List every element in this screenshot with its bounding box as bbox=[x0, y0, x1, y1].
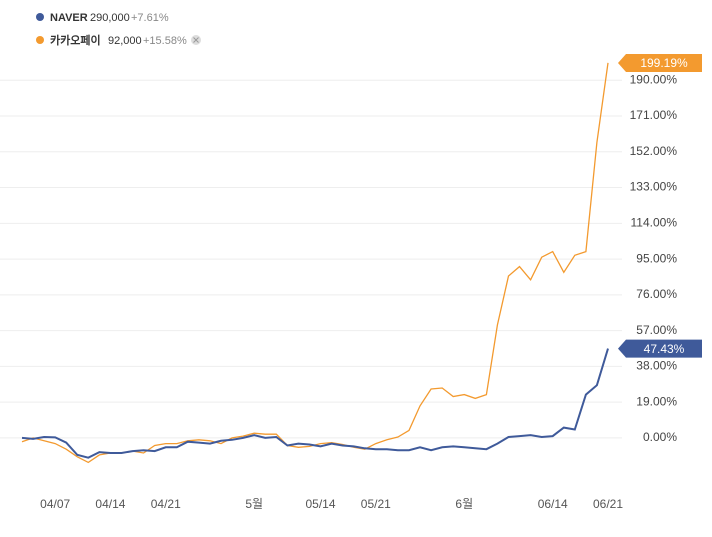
x-tick-label: 6월 bbox=[455, 497, 473, 511]
y-tick-label: 38.00% bbox=[636, 359, 677, 373]
legend-dot bbox=[36, 13, 44, 21]
y-tick-label: 114.00% bbox=[631, 215, 678, 229]
legend-name: 카카오페이 bbox=[50, 33, 101, 47]
legend-price: 92,000 bbox=[108, 35, 142, 47]
badge-bg bbox=[618, 339, 702, 358]
badge-label: 199.19% bbox=[640, 56, 688, 70]
y-tick-label: 95.00% bbox=[636, 251, 677, 265]
legend-price: 290,000 bbox=[90, 12, 130, 24]
x-tick-label: 04/21 bbox=[151, 497, 181, 511]
legend-dot bbox=[36, 36, 44, 44]
end-badge: 47.43% bbox=[618, 339, 702, 358]
y-tick-label: 190.00% bbox=[630, 72, 678, 86]
x-tick-label: 04/07 bbox=[40, 497, 70, 511]
y-tick-label: 76.00% bbox=[636, 287, 677, 301]
badge-bg bbox=[618, 53, 702, 72]
legend-change: +7.61% bbox=[131, 12, 169, 24]
legend-change: +15.58% bbox=[143, 35, 187, 47]
x-tick-label: 06/21 bbox=[593, 497, 623, 511]
y-tick-label: 0.00% bbox=[643, 430, 677, 444]
y-tick-label: 152.00% bbox=[630, 144, 678, 158]
end-badge: 199.19% bbox=[618, 53, 702, 72]
x-tick-label: 5월 bbox=[245, 497, 263, 511]
x-tick-label: 05/14 bbox=[306, 497, 336, 511]
line bbox=[21, 348, 609, 459]
x-tick-label: 04/14 bbox=[95, 497, 125, 511]
y-tick-label: 19.00% bbox=[636, 394, 677, 408]
legend-close[interactable] bbox=[191, 35, 201, 45]
badge-label: 47.43% bbox=[644, 342, 685, 356]
legend-name: NAVER bbox=[50, 12, 88, 24]
legend: NAVER 290,000 +7.61% 카카오페이 92,000 +15.58… bbox=[36, 12, 201, 47]
y-tick-label: 171.00% bbox=[630, 108, 678, 122]
x-tick-label: 05/21 bbox=[361, 497, 391, 511]
y-tick-label: 133.00% bbox=[630, 180, 678, 194]
y-tick-label: 57.00% bbox=[636, 323, 677, 337]
x-tick-label: 06/14 bbox=[538, 497, 568, 511]
